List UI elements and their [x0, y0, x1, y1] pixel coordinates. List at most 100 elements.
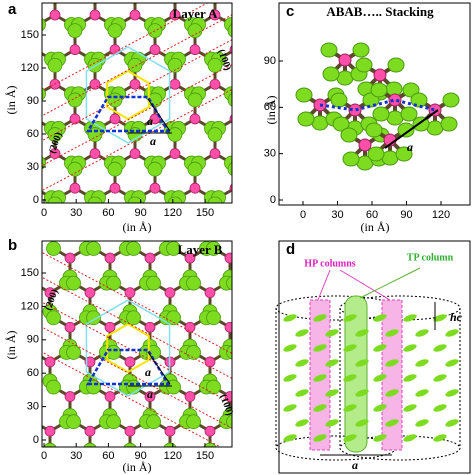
bond: [159, 223, 175, 233]
pink-node: [164, 425, 176, 437]
pink-node: [245, 357, 255, 367]
green-atom: [127, 196, 143, 203]
pink-node: [204, 356, 216, 368]
bond: [234, 283, 250, 293]
green-atom: [12, 191, 26, 205]
green-atom: [167, 57, 183, 73]
pink-node: [30, 183, 40, 193]
pink-node: [124, 425, 136, 437]
pink-node: [204, 287, 216, 299]
green-atom: [297, 111, 315, 127]
pink-node: [50, 218, 60, 228]
green-atom: [42, 156, 46, 170]
green-atom: [227, 93, 232, 107]
green-atom: [206, 310, 221, 326]
green-atom: [226, 275, 232, 291]
green-atom: [259, 345, 273, 359]
green-atom: [12, 121, 26, 135]
green-atom: [46, 379, 61, 395]
pink-node: [225, 461, 235, 471]
pink-node: [224, 391, 232, 402]
x-tick-label: 120: [164, 450, 182, 462]
green-atom: [227, 23, 232, 38]
green-disc: [433, 344, 447, 352]
green-atom: [206, 379, 221, 395]
green-disc: [373, 314, 387, 322]
green-atom: [43, 442, 57, 447]
green-atom: [239, 449, 253, 463]
green-atom: [123, 442, 137, 447]
green-atom: [295, 87, 313, 103]
green-atom: [87, 196, 103, 203]
y-tick-label: 90: [264, 55, 276, 67]
green-atom: [186, 275, 201, 291]
pink-node: [250, 79, 260, 89]
lattice-a: [12, 0, 262, 239]
y-tick-label: 60: [27, 128, 39, 140]
bond: [239, 154, 255, 164]
x-tick-label: 30: [331, 209, 343, 221]
green-disc: [433, 314, 447, 322]
green-atom: [320, 42, 338, 58]
pink-node: [338, 53, 352, 67]
green-disc: [343, 374, 357, 382]
green-atom: [126, 310, 141, 326]
green-disc: [295, 389, 309, 397]
green-atom: [355, 57, 373, 73]
pink-node: [388, 93, 402, 107]
panel-title: ABAB….. Stacking: [326, 4, 434, 19]
pink-node: [89, 78, 101, 90]
pink-node: [89, 148, 101, 159]
green-disc: [355, 389, 369, 397]
green-disc: [385, 359, 399, 367]
panel-frame: [41, 240, 233, 448]
x-tick-label: 0: [300, 209, 306, 221]
bond: [235, 188, 251, 198]
pink-node: [169, 78, 181, 90]
plane-line: [42, 88, 232, 192]
pink-node: [124, 287, 136, 299]
pink-node: [245, 426, 255, 436]
annotation: HP columns: [304, 258, 356, 269]
pink-node: [104, 321, 116, 333]
green-atom: [203, 442, 217, 447]
green-atom: [27, 345, 41, 359]
bond: [215, 223, 231, 233]
green-atom: [47, 57, 63, 73]
green-atom: [248, 128, 262, 142]
x-axis-label: (in Å): [123, 460, 152, 474]
pink-node: [30, 114, 40, 124]
pink-node: [109, 113, 121, 125]
green-atom: [152, 225, 166, 239]
pink-node: [184, 391, 196, 402]
green-disc: [373, 344, 387, 352]
lattice-c: [295, 42, 460, 171]
green-atom: [232, 225, 246, 239]
green-atom: [440, 116, 458, 132]
pink-node: [358, 138, 372, 152]
green-atom: [207, 57, 223, 73]
x-axis-label: (in Å): [361, 220, 390, 234]
bond: [235, 119, 251, 129]
annotation: a: [147, 114, 153, 128]
green-disc: [283, 404, 297, 412]
green-disc: [313, 374, 327, 382]
green-disc: [385, 329, 399, 337]
green-disc: [343, 314, 357, 322]
green-atom: [248, 0, 262, 3]
annotation: TP column: [407, 252, 454, 263]
green-atom: [322, 66, 340, 82]
pink-node: [144, 391, 156, 402]
green-atom: [147, 23, 163, 39]
pink-node: [105, 461, 115, 471]
x-tick-label: 90: [134, 450, 146, 462]
green-atom: [243, 443, 257, 457]
green-atom: [372, 106, 390, 122]
bond: [235, 50, 251, 60]
pink-node: [149, 44, 161, 56]
green-atom: [104, 225, 118, 239]
green-atom: [66, 345, 81, 360]
y-tick-label: 60: [27, 367, 39, 379]
pink-node: [89, 9, 101, 21]
